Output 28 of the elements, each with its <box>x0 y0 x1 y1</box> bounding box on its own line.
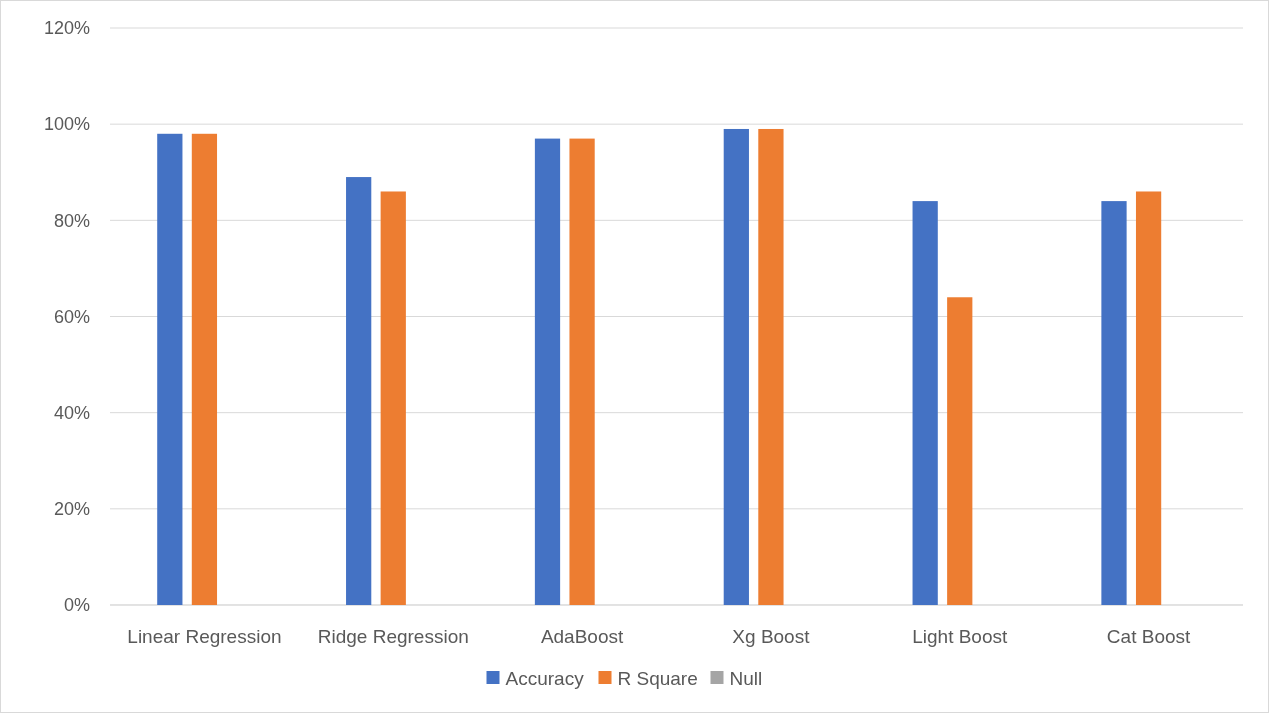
legend-label: Null <box>729 667 763 689</box>
bar <box>569 138 595 605</box>
legend-label: Accuracy <box>505 667 585 689</box>
bar <box>346 177 372 605</box>
bar <box>380 191 406 605</box>
bar <box>947 297 973 605</box>
x-tick-label: Linear Regression <box>127 626 282 647</box>
y-tick-label: 100% <box>43 114 90 135</box>
x-tick-label: Ridge Regression <box>317 626 469 647</box>
y-tick-label: 0% <box>63 595 90 616</box>
bar <box>758 128 784 605</box>
legend-label: R Square <box>617 667 698 689</box>
bar <box>191 133 218 605</box>
bar <box>157 133 183 605</box>
bar <box>1135 191 1162 605</box>
y-tick-label: 80% <box>53 210 90 231</box>
x-tick-label: Xg Boost <box>732 626 811 647</box>
y-tick-label: 60% <box>53 306 90 327</box>
bar <box>723 128 749 605</box>
x-tick-label: AdaBoost <box>540 626 624 647</box>
y-tick-label: 20% <box>53 499 90 520</box>
y-tick-label: 40% <box>53 402 90 423</box>
x-tick-label: Light Boost <box>912 626 1008 647</box>
bar <box>1101 201 1127 605</box>
bar <box>534 138 561 605</box>
y-tick-label: 120% <box>43 18 90 39</box>
x-tick-label: Cat Boost <box>1106 626 1192 647</box>
bar <box>912 201 938 605</box>
